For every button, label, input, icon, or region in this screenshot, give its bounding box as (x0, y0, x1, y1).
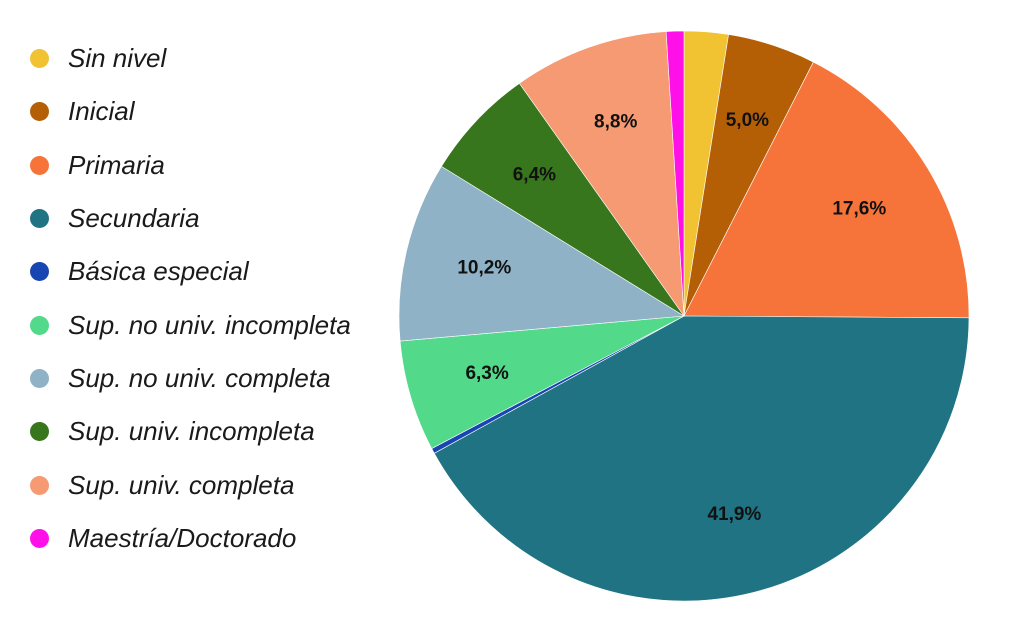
pie-slice (683, 61, 970, 319)
legend-item: Básica especial (30, 245, 351, 298)
legend-item: Sin nivel (30, 32, 351, 85)
legend-label: Inicial (68, 96, 135, 127)
legend-label: Maestría/Doctorado (68, 522, 297, 553)
pie-slice-label: 17,6% (832, 198, 886, 219)
legend-swatch (30, 528, 49, 548)
legend-item: Sup. no univ. completa (30, 352, 351, 405)
legend-item: Sup. univ. incompleta (30, 405, 351, 458)
legend-swatch (30, 422, 49, 442)
legend-swatch (30, 315, 49, 335)
pie-slice-labels: 5,0% 17,6% 41,9% 6,3% 10,2% 6,4% 8,8% (457, 110, 886, 525)
pie-slice (518, 31, 685, 318)
legend-swatch (30, 49, 49, 69)
pie-slice-label: 10,2% (457, 258, 511, 279)
legend-swatch (30, 262, 49, 282)
legend-swatch (30, 102, 49, 122)
legend-swatch (30, 475, 49, 495)
pie-slice-label: 6,3% (465, 363, 508, 384)
legend-item: Sup. no univ. incompleta (30, 298, 351, 351)
pie-slice (441, 82, 685, 317)
pie-slice-label: 41,9% (707, 504, 761, 525)
legend-item: Primaria (30, 139, 351, 192)
pie-slice (433, 315, 970, 602)
legend-swatch (30, 368, 49, 388)
legend-item: Maestría/Doctorado (30, 512, 351, 565)
pie-slice (399, 315, 685, 449)
legend-label: Sup. no univ. completa (68, 362, 331, 393)
legend-label: Sup. univ. incompleta (68, 416, 315, 447)
legend-label: Secundaria (68, 203, 200, 234)
pie-slice (398, 165, 685, 342)
chart-legend: Sin nivel Inicial Primaria Secundaria Básica… (30, 32, 351, 565)
pie-slice (665, 30, 685, 317)
legend-label: Sup. univ. completa (68, 469, 295, 500)
pie-slice-label: 5,0% (726, 110, 769, 131)
legend-label: Básica especial (68, 256, 249, 287)
legend-swatch (30, 155, 49, 175)
legend-item: Secundaria (30, 192, 351, 245)
legend-item: Sup. univ. completa (30, 458, 351, 511)
legend-label: Sup. no univ. incompleta (68, 309, 351, 340)
legend-label: Sin nivel (68, 43, 167, 74)
legend-label: Primaria (68, 149, 165, 180)
legend-swatch (30, 209, 49, 229)
pie-slice-label: 6,4% (513, 165, 556, 186)
pie-slice-label: 8,8% (594, 112, 637, 133)
pie-slices (398, 30, 970, 602)
legend-item: Inicial (30, 85, 351, 138)
